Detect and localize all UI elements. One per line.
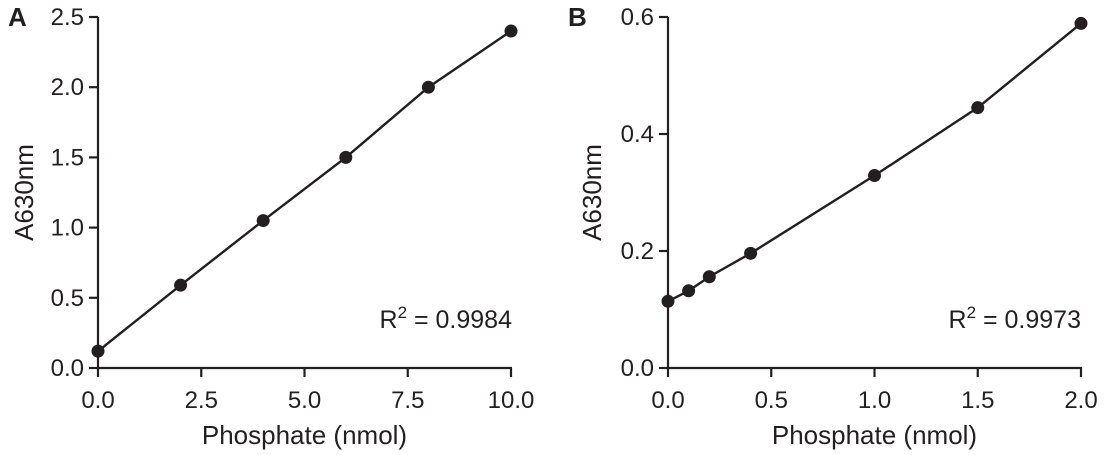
- r-squared-value: = 0.9984: [407, 306, 512, 334]
- x-tick-label: 1.0: [858, 387, 891, 414]
- data-point: [971, 101, 985, 115]
- r-squared-annotation: R2 = 0.9973: [949, 303, 1082, 334]
- data-point: [256, 214, 270, 228]
- r-squared-base: R: [380, 306, 398, 334]
- y-tick-label: 2.5: [51, 4, 84, 31]
- x-axis-title: Phosphate (nmol): [202, 420, 407, 450]
- r-squared-annotation: R2 = 0.9984: [380, 303, 513, 334]
- data-point: [682, 284, 696, 298]
- x-tick-label: 5.0: [288, 387, 321, 414]
- y-axis-title: A630nm: [577, 144, 607, 241]
- series-line: [667, 22, 1082, 303]
- y-tick-label: 2.0: [51, 74, 84, 101]
- data-point: [868, 169, 881, 183]
- panel-label: A: [8, 2, 27, 32]
- data-point: [744, 246, 758, 260]
- y-tick-label: 0.4: [621, 121, 654, 148]
- x-tick-label: 0.0: [81, 387, 114, 414]
- y-tick-label: 0.5: [51, 285, 84, 312]
- y-axis-title: A630nm: [9, 144, 39, 241]
- x-tick-label: 0.0: [651, 387, 684, 414]
- data-point: [91, 344, 105, 358]
- data-point: [504, 24, 518, 38]
- x-axis-title: Phosphate (nmol): [772, 420, 977, 450]
- y-tick-label: 1.5: [51, 144, 84, 171]
- y-tick-label: 1.0: [51, 215, 84, 242]
- y-tick-label: 0.6: [621, 4, 654, 31]
- data-point: [702, 270, 716, 284]
- x-tick-label: 2.0: [1064, 387, 1097, 414]
- data-point: [421, 80, 435, 94]
- x-tick-label: 10.0: [488, 387, 535, 414]
- r-squared-value: = 0.9973: [976, 306, 1081, 334]
- y-tick-label: 0.0: [51, 355, 84, 382]
- panel-a: 0.0 0.5 1.0 1.5 2.0 2.5 0.0 2.5 5.0 7.5 10.0 Phosph…: [8, 2, 534, 450]
- y-tick-label: 0.2: [621, 238, 654, 265]
- x-tick-label: 2.5: [185, 387, 218, 414]
- panel-b: 0.0 0.2 0.4 0.6 0.0 0.5 1.0 1.5 2.0 Phosphate (nm…: [568, 2, 1098, 450]
- x-tick-label: 7.5: [391, 387, 424, 414]
- data-point: [1074, 16, 1088, 30]
- panel-label: B: [568, 2, 587, 32]
- r-squared-superscript: 2: [967, 303, 976, 322]
- data-point: [661, 294, 675, 308]
- data-point: [339, 150, 353, 164]
- x-tick-label: 0.5: [755, 387, 788, 414]
- r-squared-base: R: [949, 306, 967, 334]
- data-point: [174, 278, 188, 292]
- y-tick-label: 0.0: [621, 355, 654, 382]
- series-line: [97, 30, 512, 353]
- r-squared-superscript: 2: [398, 303, 407, 322]
- x-tick-label: 1.5: [961, 387, 994, 414]
